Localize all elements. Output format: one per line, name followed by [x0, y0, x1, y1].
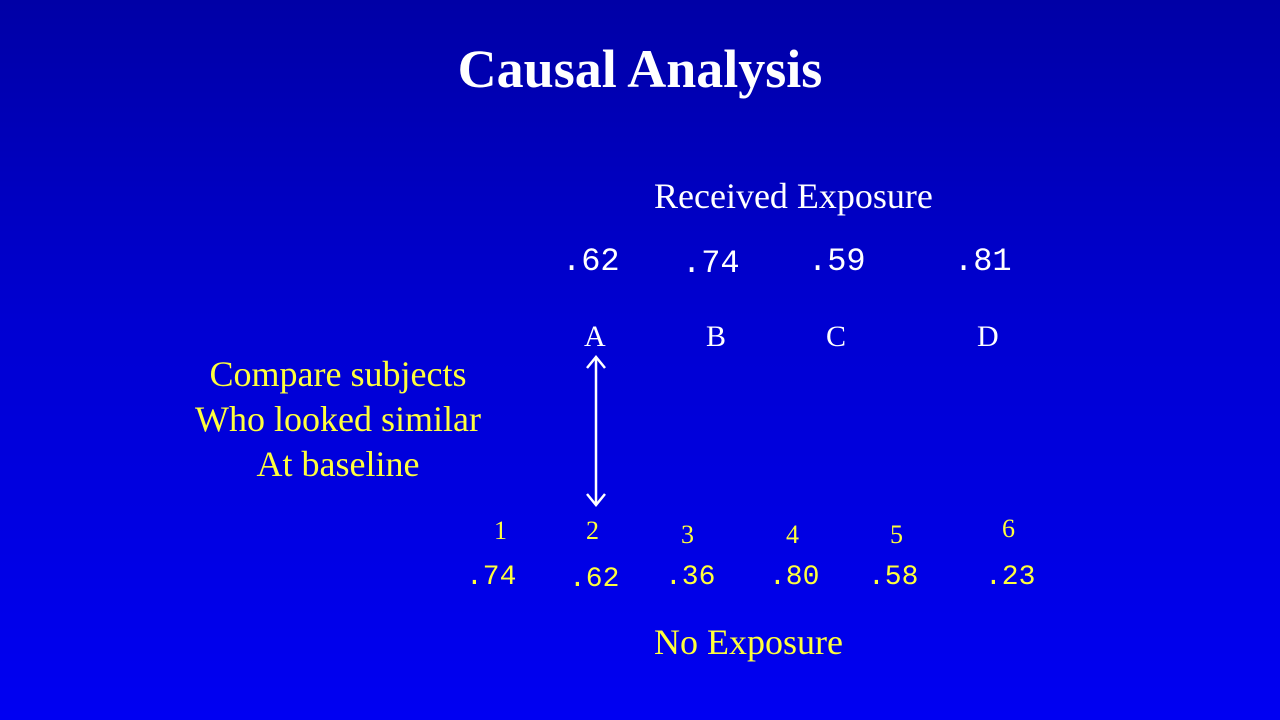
unexposed-score-4: .80 — [769, 562, 820, 593]
compare-note: Compare subjects Who looked similar At b… — [170, 352, 506, 487]
exposed-score-b: .74 — [682, 245, 740, 282]
unexposed-score-1: .74 — [466, 562, 517, 593]
unexposed-subject-3: 3 — [681, 520, 694, 549]
unexposed-subject-5: 5 — [890, 520, 903, 549]
compare-note-line: Compare subjects — [209, 354, 467, 394]
no-exposure-heading: No Exposure — [654, 622, 843, 662]
exposed-score-a: .62 — [562, 243, 620, 280]
exposed-subject-c: C — [826, 320, 847, 353]
double-arrow-icon — [586, 355, 606, 507]
unexposed-score-6: .23 — [985, 562, 1036, 593]
unexposed-subject-2: 2 — [586, 516, 599, 545]
unexposed-subject-4: 4 — [786, 520, 799, 549]
unexposed-score-5: .58 — [868, 562, 919, 593]
slide-title: Causal Analysis — [457, 39, 823, 99]
exposed-score-d: .81 — [954, 243, 1012, 280]
unexposed-subject-6: 6 — [1002, 514, 1015, 543]
compare-note-line: At baseline — [256, 444, 420, 484]
unexposed-score-2: .62 — [569, 564, 620, 595]
unexposed-subject-1: 1 — [494, 516, 507, 545]
exposed-subject-a: A — [584, 320, 606, 353]
exposed-subject-b: B — [706, 320, 727, 353]
unexposed-score-3: .36 — [665, 562, 716, 593]
compare-note-line: Who looked similar — [195, 399, 481, 439]
received-exposure-heading: Received Exposure — [654, 176, 933, 216]
exposed-score-c: .59 — [808, 243, 866, 280]
exposed-subject-d: D — [977, 320, 999, 353]
